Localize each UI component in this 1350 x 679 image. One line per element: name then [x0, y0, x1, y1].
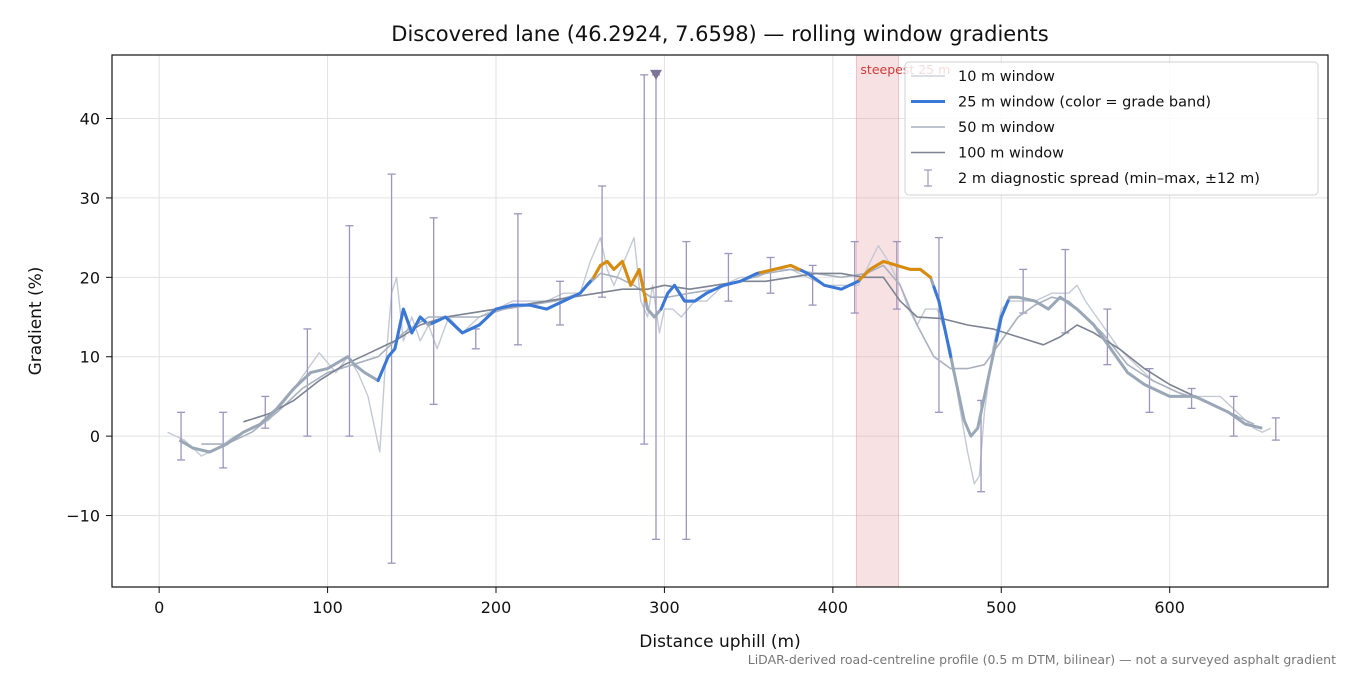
series-25m-segment-high — [858, 259, 932, 282]
series-25m-segment-mid — [932, 285, 953, 359]
error-bar — [1145, 367, 1154, 413]
series-100m-line — [243, 272, 1238, 423]
error-bar — [724, 252, 733, 302]
series-10m-line — [167, 236, 1272, 485]
error-bar — [892, 240, 901, 310]
legend-box — [904, 61, 1319, 196]
series-50m-line — [201, 264, 1255, 445]
error-bar — [766, 256, 775, 294]
footnote: LiDAR-derived road-centreline profile (0… — [748, 652, 1336, 667]
error-bar — [261, 395, 270, 429]
x-tick-label: 200 — [481, 598, 512, 617]
error-bar — [808, 264, 817, 306]
y-axis-label: Gradient (%) — [26, 267, 46, 376]
legend-entry: 50 m window — [911, 120, 1055, 136]
series-25m-segment-mid — [376, 307, 427, 383]
error-bar — [387, 173, 396, 564]
legend-entry: 25 m window (color = grade band) — [911, 95, 1211, 111]
y-tick-label: 10 — [80, 348, 100, 367]
x-axis-label: Distance uphill (m) — [639, 632, 800, 652]
chart-title: Discovered lane (46.2924, 7.6598) — roll… — [391, 22, 1048, 46]
y-tick-label: 20 — [80, 268, 100, 287]
steepest-band — [855, 54, 900, 588]
error-bar — [1271, 417, 1280, 441]
x-tick-label: 100 — [312, 598, 343, 617]
x-tick-label: 300 — [649, 598, 680, 617]
y-tick-label: 0 — [90, 427, 100, 446]
error-bar — [850, 240, 859, 314]
error-bar — [219, 411, 228, 469]
series-25m-segment-mid — [430, 279, 592, 335]
error-bar — [345, 225, 354, 437]
error-bar — [303, 328, 312, 437]
x-tick-label: 600 — [1154, 598, 1185, 617]
marker-triangle — [650, 69, 662, 80]
x-tick-label: 0 — [154, 598, 164, 617]
series-25m-segment-mid — [659, 271, 762, 311]
legend: 10 m window 25 m window (color = grade ba… — [904, 61, 1319, 196]
legend-entry: 100 m window — [911, 146, 1064, 162]
error-bar — [934, 236, 943, 413]
legend-label: 100 m window — [958, 146, 1064, 162]
axes: 0 100 200 300 400 500 600 −10 0 10 20 30 40 — [66, 54, 1329, 617]
error-bar — [1187, 387, 1196, 409]
error-bar — [177, 411, 186, 461]
series-25m-segment-high — [592, 259, 648, 303]
y-tick-label: 30 — [80, 189, 100, 208]
x-tick-label: 500 — [986, 598, 1017, 617]
error-bar — [429, 217, 438, 406]
error-bar — [1103, 308, 1112, 366]
axes-frame — [111, 54, 1329, 588]
y-tick-label: −10 — [66, 507, 100, 526]
series-25m-segment-high — [758, 263, 801, 275]
legend-label: 25 m window (color = grade band) — [958, 95, 1211, 111]
error-bar — [598, 185, 607, 298]
x-tick-label: 400 — [818, 598, 849, 617]
error-bar — [640, 74, 649, 445]
legend-label: 50 m window — [958, 120, 1055, 136]
series-25m-segment-mid — [994, 299, 1010, 343]
legend-label: 2 m diagnostic spread (min–max, ±12 m) — [958, 171, 1260, 187]
plot-area — [167, 69, 1280, 564]
legend-label: 10 m window — [958, 69, 1055, 85]
y-tick-label: 40 — [80, 110, 100, 129]
series-25m-segment-mid — [797, 267, 862, 291]
grid-lines — [112, 55, 1328, 587]
error-bar — [682, 240, 691, 541]
legend-entry: 2 m diagnostic spread (min–max, ±12 m) — [924, 169, 1260, 187]
error-bar — [513, 213, 522, 346]
legend-entry: 10 m window — [911, 69, 1055, 85]
